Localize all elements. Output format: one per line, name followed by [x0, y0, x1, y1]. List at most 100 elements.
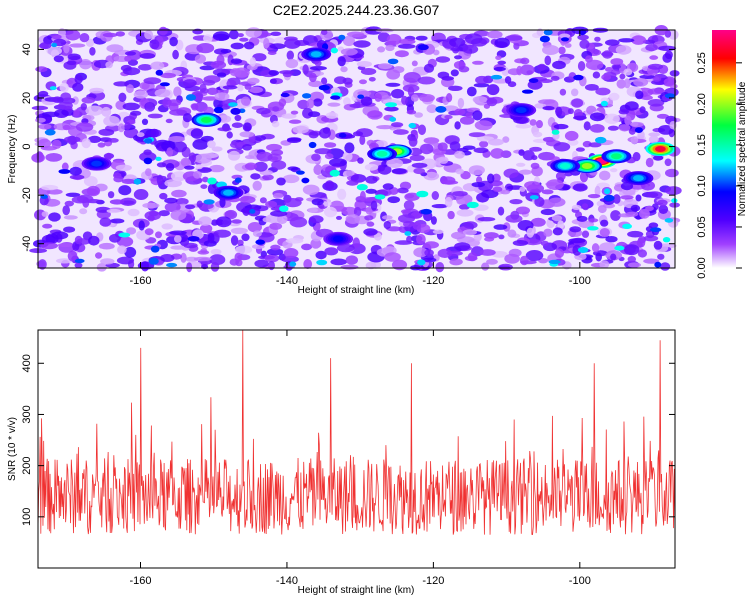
heatmap-cell: [220, 48, 232, 54]
heatmap-cell: [192, 170, 202, 179]
heatmap-cell: [210, 262, 220, 272]
heatmap-cell: [629, 121, 644, 128]
heatmap-cell: [398, 214, 415, 224]
heatmap-cell: [494, 37, 510, 48]
heatmap-cell: [542, 45, 560, 55]
heatmap-hotspot: [515, 107, 527, 114]
heatmap-cell: [492, 173, 501, 183]
heatmap-cell: [374, 93, 382, 102]
heatmap-cell: [435, 106, 447, 113]
heatmap-cell: [481, 262, 490, 271]
heatmap-cell: [171, 189, 187, 198]
heatmap-cell: [349, 103, 366, 109]
heatmap-cell: [337, 188, 347, 200]
heatmap-cell: [213, 106, 224, 114]
heatmap-cell: [487, 30, 503, 39]
heatmap-cell: [448, 85, 463, 92]
heatmap-cell: [270, 210, 288, 217]
heatmap-cell: [507, 229, 517, 238]
heatmap-cell: [62, 124, 71, 131]
heatmap-cell: [519, 255, 529, 266]
heatmap-cell: [342, 35, 355, 47]
heatmap-cell: [366, 221, 375, 227]
heatmap-cell: [39, 42, 52, 50]
heatmap-cell: [148, 257, 159, 265]
heatmap-cell: [393, 129, 409, 135]
heatmap-cell: [416, 234, 426, 245]
heatmap-cell: [284, 38, 301, 49]
heatmap-cell: [365, 175, 378, 184]
heatmap-cell: [430, 216, 437, 225]
heatmap-cell: [385, 82, 401, 87]
heatmap-y-axis-label: Frequency (Hz): [7, 115, 18, 184]
heatmap-cell: [253, 135, 267, 142]
heatmap-cell: [587, 194, 601, 199]
y-tick-label: -20: [21, 187, 33, 203]
heatmap-cell: [466, 86, 477, 97]
heatmap-cell: [498, 234, 505, 240]
heatmap-cell: [202, 79, 216, 86]
heatmap-cell: [281, 113, 297, 119]
heatmap-cell: [199, 224, 213, 234]
heatmap-cell: [168, 136, 186, 143]
heatmap-cell: [571, 204, 582, 210]
heatmap-cell: [391, 88, 405, 99]
heatmap-cell: [106, 208, 121, 214]
heatmap-cell: [605, 236, 618, 243]
heatmap-cell: [657, 253, 665, 260]
colorbar-tick-label: 0.20: [696, 93, 708, 114]
heatmap-cell: [605, 39, 620, 46]
heatmap-cell: [618, 124, 631, 132]
heatmap-cell: [128, 59, 138, 66]
heatmap-cell: [668, 29, 679, 40]
y-tick-label: 40: [21, 43, 33, 55]
heatmap-cell: [564, 130, 579, 141]
heatmap-cell: [222, 85, 238, 90]
heatmap-cell: [165, 163, 175, 171]
heatmap-cell: [456, 199, 466, 205]
heatmap-hotspot: [633, 175, 644, 182]
heatmap-cell: [597, 205, 607, 214]
x-tick-label: -100: [569, 575, 591, 587]
heatmap-cell: [252, 230, 262, 237]
heatmap-cell: [266, 143, 282, 152]
heatmap-cell: [338, 132, 347, 138]
heatmap-cell: [564, 43, 572, 48]
heatmap-cell: [645, 44, 658, 52]
heatmap-cell: [658, 124, 674, 135]
heatmap-cell: [42, 223, 53, 229]
heatmap-cell: [515, 206, 531, 215]
heatmap-cell: [110, 218, 125, 224]
heatmap-cell: [573, 74, 584, 81]
heatmap-cell: [616, 79, 627, 89]
heatmap-cell: [252, 180, 262, 191]
heatmap-cell: [479, 140, 489, 148]
heatmap-cell: [645, 205, 654, 212]
colorbar-tick-label: 0.15: [696, 134, 708, 155]
heatmap-cell: [256, 107, 271, 115]
heatmap-cell: [344, 142, 355, 154]
heatmap-cell: [141, 118, 149, 126]
heatmap-cell: [608, 92, 620, 101]
heatmap-cell: [639, 74, 656, 79]
heatmap-cell: [486, 84, 500, 96]
heatmap-cell: [664, 93, 676, 99]
heatmap-cell: [133, 90, 149, 99]
heatmap-cell: [308, 207, 318, 213]
heatmap-cell: [384, 252, 401, 262]
heatmap-cell: [449, 141, 461, 151]
heatmap-cell: [234, 252, 242, 262]
heatmap-cell: [41, 184, 59, 191]
heatmap-cell: [210, 248, 222, 255]
colorbar-tick-label: 0.10: [696, 175, 708, 196]
heatmap-cell: [83, 176, 98, 187]
heatmap-cell: [196, 43, 215, 54]
heatmap-cell: [391, 122, 404, 128]
heatmap-cell: [581, 230, 590, 238]
snr-background: [38, 330, 675, 568]
heatmap-cell: [378, 63, 393, 70]
heatmap-cell: [234, 177, 242, 183]
heatmap-cell: [479, 249, 496, 256]
heatmap-cell: [624, 101, 639, 111]
heatmap-cell: [368, 77, 376, 82]
